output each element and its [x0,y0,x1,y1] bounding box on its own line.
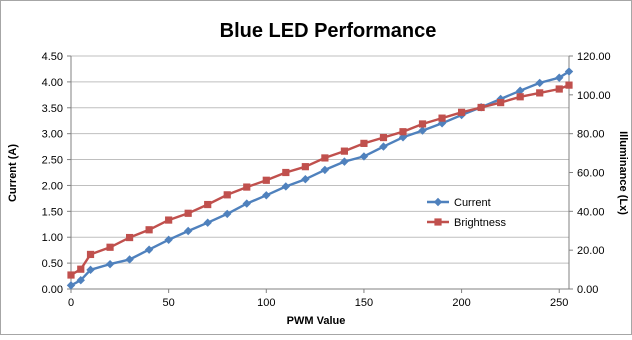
data-point-brightness [516,93,524,101]
x-tick-label: 250 [550,297,568,309]
data-point-brightness [86,250,95,259]
data-point-current [515,86,525,95]
data-point-brightness [555,85,563,93]
y-tick-label: 2.00 [42,180,63,192]
y2-axis-label: Illuminance (Lx) [617,131,629,215]
x-tick-label: 200 [452,297,470,309]
data-point-brightness [165,216,173,224]
data-point-current [555,73,564,82]
data-point-brightness [321,154,329,162]
legend: Current Brightness [427,197,506,229]
x-tick-label: 50 [163,297,175,309]
data-point-current [320,165,330,175]
x-axis-label: PWM Value [287,315,346,327]
data-point-current [418,126,427,135]
data-point-brightness [223,191,231,199]
y2-tick-label: 40.00 [577,206,605,218]
legend-marker-brightness [434,218,442,226]
x-tick-label: 0 [68,297,74,309]
data-point-current [398,133,408,142]
data-point-brightness [243,183,251,191]
data-point-brightness [106,243,114,251]
data-point-current [262,191,271,200]
y-tick-label: 3.50 [42,103,63,115]
data-point-brightness [145,226,153,234]
x-tick-label: 150 [355,297,373,309]
data-point-current [564,67,574,76]
data-point-brightness [282,168,290,177]
data-point-brightness [565,81,573,89]
data-point-current [183,226,193,236]
y-tick-label: 1.50 [42,206,63,218]
series-layer [66,67,574,290]
data-point-brightness [301,163,309,171]
y-tick-label: 1.00 [42,232,63,244]
data-point-current [242,199,251,208]
data-point-brightness [379,133,388,142]
data-point-current [105,259,115,269]
series-line-current [70,70,570,287]
data-point-current [359,152,369,161]
data-point-current [144,245,154,254]
legend-item-current: Current [427,197,491,209]
y2-tick-label: 0.00 [577,284,598,296]
axes: 0.00 0.50 1.00 1.50 2.00 2.50 3.00 3.50 4.00 4.50… [42,51,611,309]
data-point-current [66,281,76,290]
y-tick-label: 4.00 [42,77,63,89]
y-tick-label: 3.00 [42,129,63,141]
y2-tick-label: 120.00 [577,51,611,63]
data-point-current [301,175,310,184]
data-point-brightness [262,176,270,184]
y-tick-label: 2.50 [42,155,63,167]
data-point-brightness [204,200,212,209]
legend-label-current: Current [454,197,491,209]
data-point-brightness [360,139,368,147]
legend-item-brightness: Brightness [427,217,506,229]
data-point-current [535,78,544,88]
y-tick-label: 4.50 [42,51,63,63]
data-point-brightness [67,271,75,279]
data-point-brightness [536,89,544,97]
legend-label-brightness: Brightness [454,217,506,229]
series-line-brightness [70,83,570,277]
data-point-brightness [77,265,85,273]
data-point-brightness [497,99,505,107]
data-point-brightness [184,209,192,217]
data-point-brightness [340,147,349,155]
data-point-current [379,142,388,151]
y2-tick-label: 20.00 [577,245,605,257]
y-tick-label: 0.00 [42,284,63,296]
data-point-brightness [438,114,446,122]
legend-marker-current [433,197,443,207]
y-tick-label: 0.50 [42,258,63,270]
chart-title: Blue LED Performance [220,20,437,42]
data-point-current [223,209,232,219]
data-point-current [203,218,212,227]
x-tick-label: 100 [257,297,275,309]
y-axis-label: Current (A) [7,144,19,202]
data-point-brightness [418,120,427,128]
series-brightness [67,81,573,279]
data-point-current [125,255,134,264]
data-point-current [281,182,291,191]
data-point-current [76,275,85,285]
data-point-brightness [477,103,485,112]
data-point-brightness [457,108,466,116]
data-point-brightness [399,128,407,136]
y2-tick-label: 80.00 [577,129,605,141]
y2-tick-label: 100.00 [577,90,611,102]
data-point-current [340,157,349,166]
y2-tick-label: 60.00 [577,168,605,180]
data-point-brightness [125,233,134,242]
data-point-current [164,235,173,245]
data-point-current [86,265,95,275]
